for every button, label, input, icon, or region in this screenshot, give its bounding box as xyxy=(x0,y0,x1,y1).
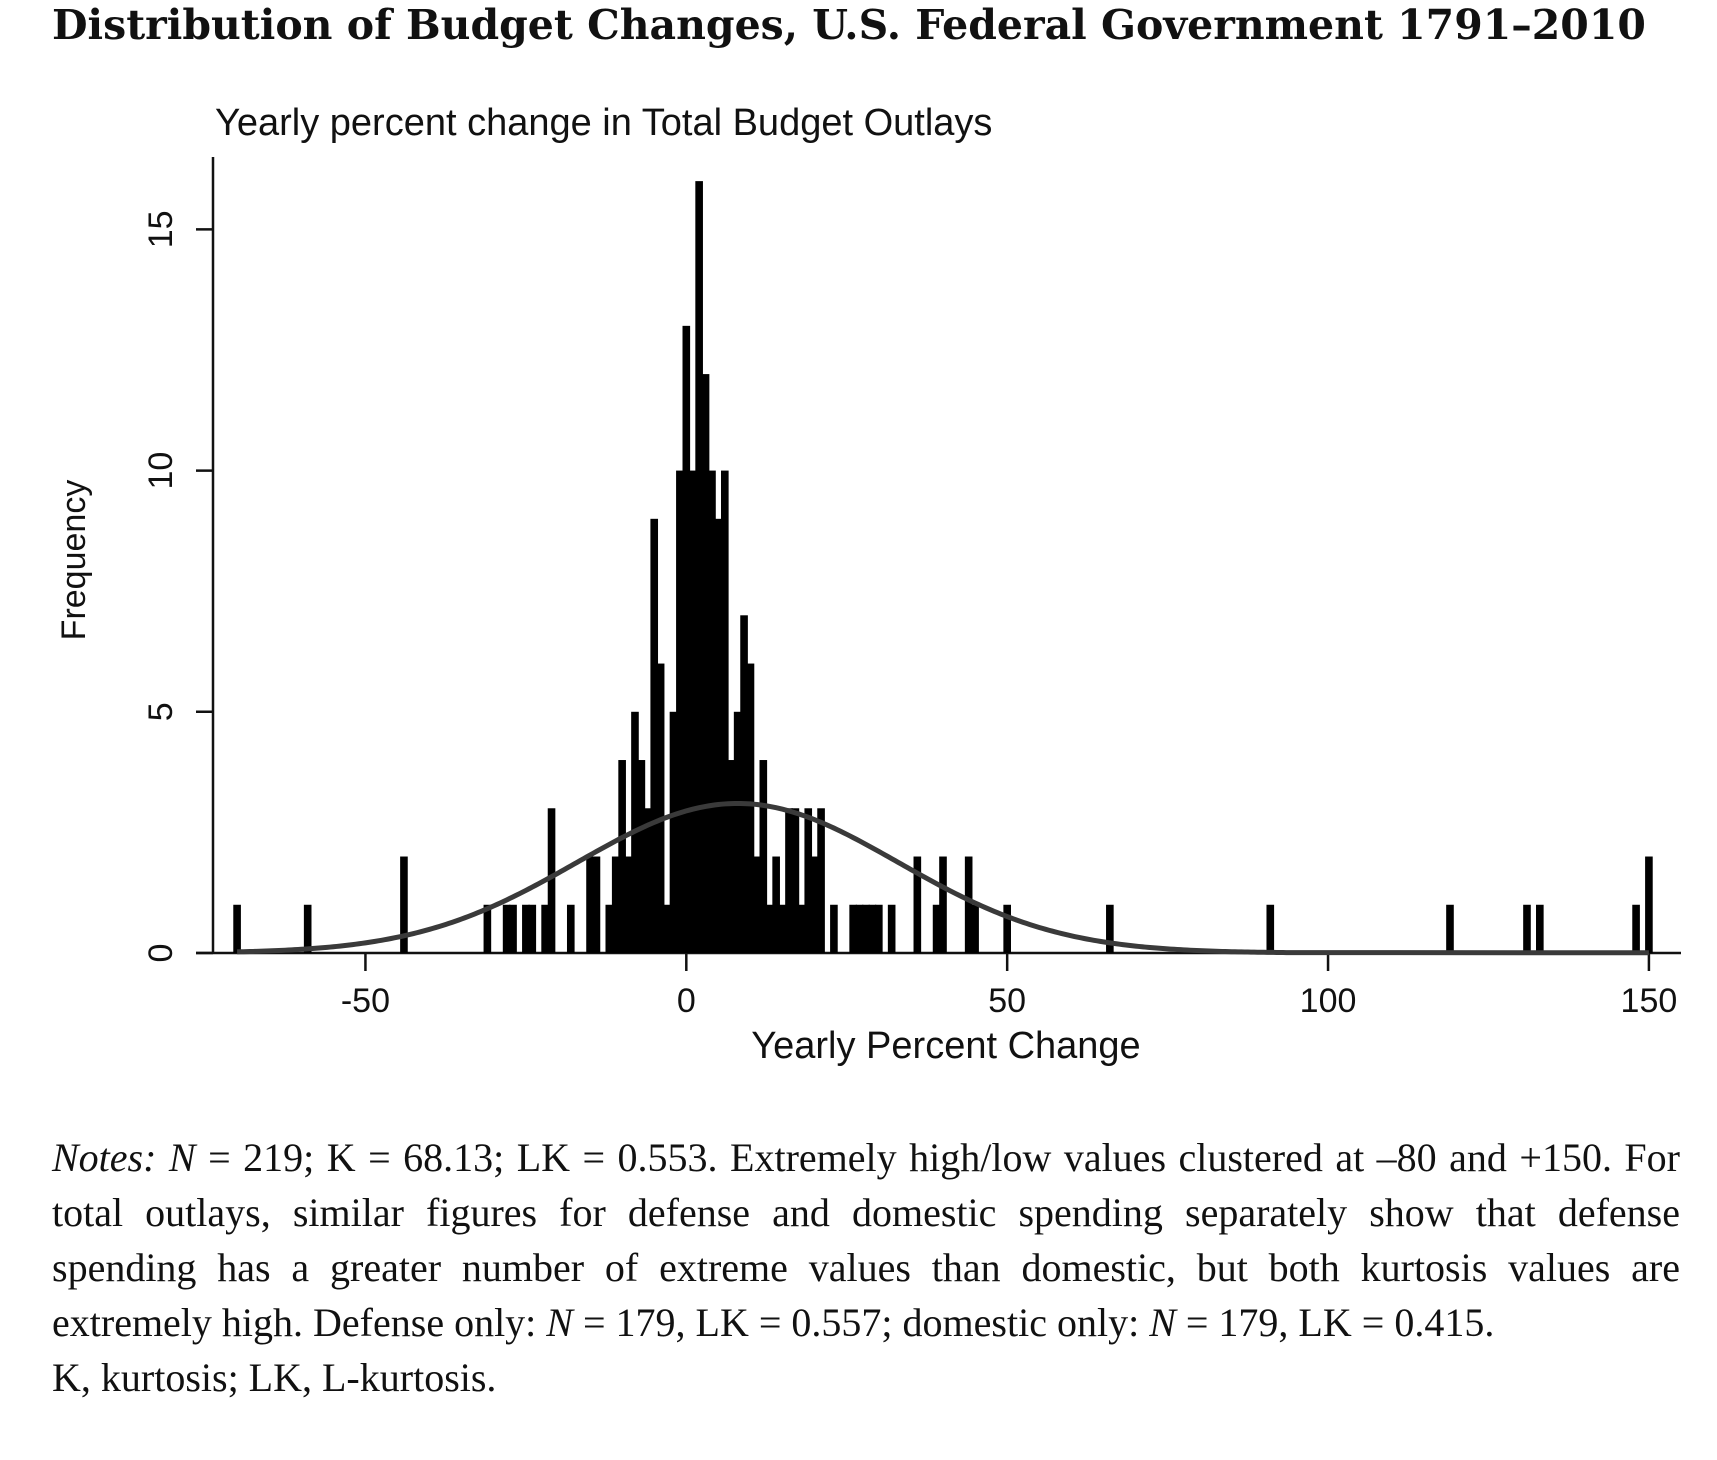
histogram-bar xyxy=(830,904,838,953)
notes-paragraph: Notes: N = 219; K = 68.13; LK = 0.553. E… xyxy=(52,1130,1680,1350)
notes-abbreviations: K, kurtosis; LK, L-kurtosis. xyxy=(52,1355,497,1400)
histogram-bar xyxy=(1632,904,1640,953)
x-tick-label: -50 xyxy=(341,982,390,1020)
figure-title: Distribution of Budget Changes, U.S. Fed… xyxy=(52,1,1646,49)
histogram-bar xyxy=(400,856,408,953)
histogram-bar xyxy=(483,904,492,953)
x-tick-label: 0 xyxy=(677,982,696,1020)
histogram-bar xyxy=(541,904,549,953)
histogram-bar xyxy=(233,904,241,953)
histogram-bar xyxy=(913,856,922,953)
x-tick-label: 100 xyxy=(1300,982,1357,1020)
histogram-bar xyxy=(528,904,537,953)
histogram-bar xyxy=(663,904,671,953)
histogram-bar xyxy=(772,856,780,953)
y-tick-group: 0 5 10 15 xyxy=(142,210,213,962)
histogram-bar xyxy=(502,904,511,953)
histogram-bar xyxy=(509,904,517,953)
x-tick-label: 150 xyxy=(1621,982,1678,1020)
histogram-bar xyxy=(656,663,665,953)
histogram-bar xyxy=(1106,904,1114,953)
histogram-bar xyxy=(875,904,883,953)
histogram-bar xyxy=(1446,904,1454,953)
histogram-bar xyxy=(810,856,819,953)
y-tick-label: 5 xyxy=(142,702,180,721)
notes-text-c: = 179, LK = 0.415. xyxy=(1175,1300,1495,1345)
histogram-bar xyxy=(964,856,973,953)
histogram-bar xyxy=(1645,856,1653,953)
normal-curve xyxy=(237,800,1649,956)
histogram-bar xyxy=(721,470,729,953)
histogram-bar xyxy=(611,856,620,953)
histogram-bar xyxy=(868,904,877,953)
histogram-chart: Yearly percent change in Total Budget Ou… xyxy=(55,102,1681,1067)
histogram-bar xyxy=(695,181,703,953)
histogram-bar xyxy=(688,470,697,953)
histogram-bar xyxy=(932,904,941,953)
histogram-bar xyxy=(1266,904,1275,953)
histogram-bar xyxy=(887,904,896,953)
histogram-bar xyxy=(522,904,530,953)
figure-notes: Notes: N = 219; K = 68.13; LK = 0.553. E… xyxy=(52,1130,1680,1405)
histogram-bar xyxy=(566,904,575,953)
y-axis-label: Frequency xyxy=(55,480,93,641)
histogram-bar xyxy=(676,470,684,953)
histogram-bar xyxy=(637,760,646,953)
histogram-bar xyxy=(798,904,806,953)
histogram-bar xyxy=(650,518,659,953)
histogram-bar xyxy=(618,760,626,953)
y-tick-label: 0 xyxy=(142,944,180,963)
notes-n-symbol-domestic: N xyxy=(1149,1300,1176,1345)
histogram-bar xyxy=(701,374,710,954)
y-tick-label: 10 xyxy=(142,452,180,490)
histogram-bar xyxy=(753,856,761,953)
histogram-bar xyxy=(849,904,857,953)
histogram-bar xyxy=(643,808,652,953)
histogram-bar xyxy=(785,808,793,953)
histogram-bar xyxy=(804,808,813,953)
histogram-bar xyxy=(592,856,601,953)
histogram-bar xyxy=(971,904,979,953)
histogram-bar xyxy=(778,904,787,953)
histogram-bar xyxy=(817,808,825,953)
histogram-bar xyxy=(708,470,716,953)
notes-n-symbol-defense: N xyxy=(546,1300,573,1345)
histogram-bar xyxy=(547,808,556,953)
histogram-bar xyxy=(714,518,723,953)
histogram-bar xyxy=(303,904,312,953)
histogram-bar xyxy=(727,760,736,953)
histogram-bar xyxy=(759,760,768,953)
histogram-bar xyxy=(855,904,864,953)
histogram-bar xyxy=(605,904,614,953)
x-axis-label: Yearly Percent Change xyxy=(751,1025,1140,1067)
histogram-bar xyxy=(682,325,691,954)
notes-n-symbol: N xyxy=(168,1135,196,1180)
histogram-bar xyxy=(669,711,678,953)
histogram-bar xyxy=(765,904,774,953)
histogram-bar xyxy=(1536,904,1544,953)
y-tick-label: 15 xyxy=(142,210,180,248)
histogram-bar xyxy=(586,856,594,953)
histogram-bar xyxy=(939,856,947,953)
bar-group xyxy=(233,181,1653,954)
chart-title: Yearly percent change in Total Budget Ou… xyxy=(215,102,992,144)
notes-text-b: = 179, LK = 0.557; domestic only: xyxy=(572,1300,1150,1345)
histogram-bar xyxy=(740,615,748,953)
histogram-bar xyxy=(791,808,800,953)
histogram-bar xyxy=(862,904,870,953)
notes-label: Notes: xyxy=(52,1135,157,1180)
histogram-bar xyxy=(1523,904,1531,953)
histogram-bar xyxy=(746,663,755,953)
histogram-bar xyxy=(624,856,633,953)
histogram-bar xyxy=(1003,904,1011,953)
histogram-bar xyxy=(733,711,742,953)
x-tick-group: -50 0 50 100 150 xyxy=(341,953,1677,1020)
x-tick-label: 50 xyxy=(988,982,1026,1020)
notes-text-a: = 219; K = 68.13; LK = 0.553. Extremely … xyxy=(52,1135,1681,1345)
